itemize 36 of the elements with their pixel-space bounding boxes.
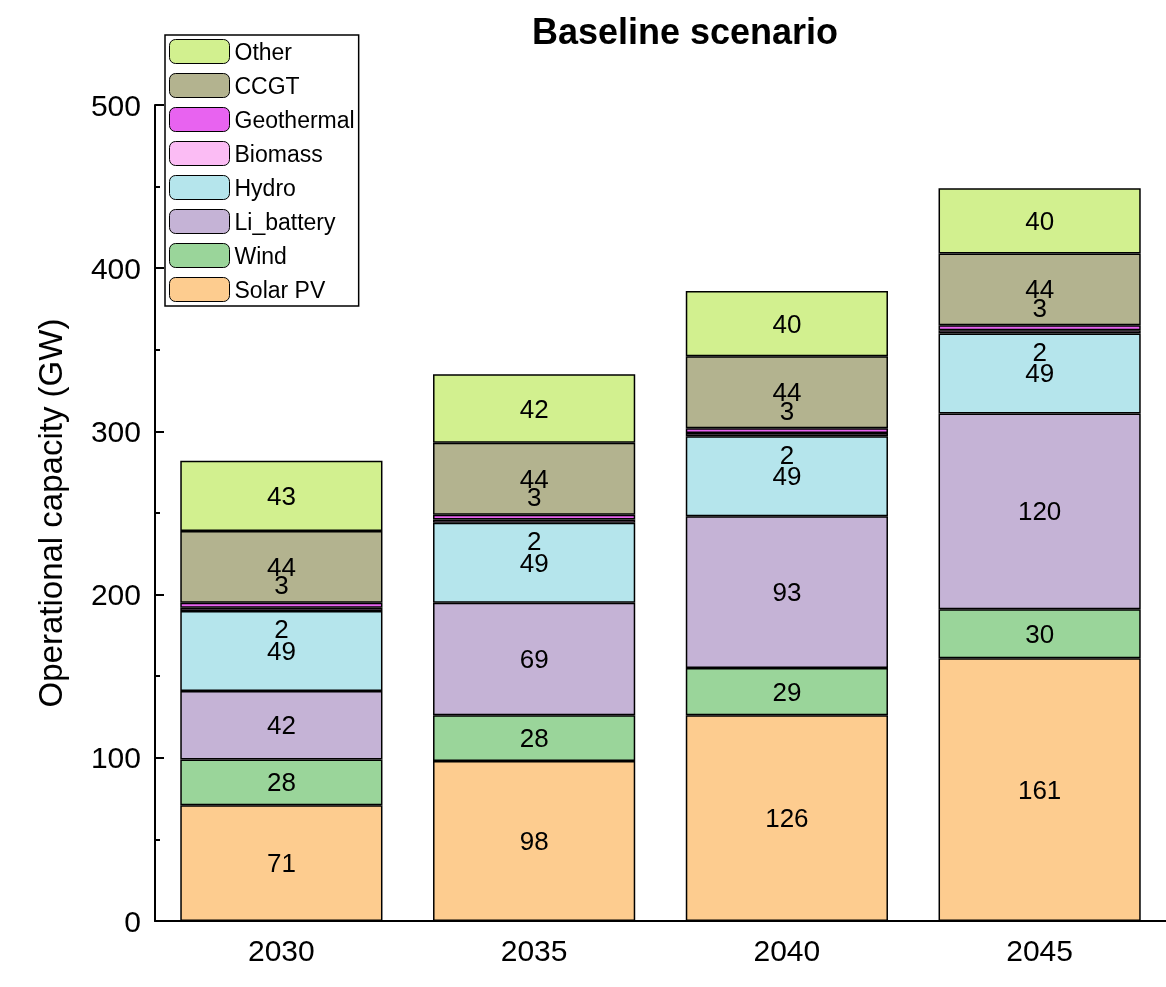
legend-label: Wind (234, 242, 287, 269)
legend-label: Solar PV (234, 276, 326, 303)
y-tick-label: 500 (90, 88, 141, 122)
x-tick-label: 2045 (1006, 933, 1073, 967)
legend-label: Geothermal (234, 106, 355, 133)
data-label: 40 (772, 308, 802, 339)
data-label: 69 (519, 644, 549, 675)
x-tick-label: 2030 (248, 933, 315, 967)
data-label: 28 (266, 767, 296, 798)
chart-title: Baseline scenario (531, 10, 839, 52)
y-axis-title: Operational capacity (GW) (32, 318, 69, 708)
legend-label: Biomass (234, 140, 323, 167)
legend-label: CCGT (234, 72, 300, 99)
y-tick-label: 400 (90, 251, 141, 285)
y-tick-label: 300 (90, 414, 141, 448)
legend-label: Hydro (234, 174, 296, 201)
data-label: 126 (765, 803, 809, 834)
y-tick-label: 100 (90, 741, 141, 775)
data-label: 161 (1017, 774, 1062, 805)
legend-label: Other (234, 38, 293, 65)
data-label: 30 (1025, 618, 1055, 649)
y-tick-label: 200 (90, 578, 141, 612)
data-label: 93 (772, 577, 802, 608)
data-label: 120 (1017, 496, 1062, 527)
data-label: 40 (1025, 205, 1055, 236)
x-tick-label: 2040 (753, 933, 821, 967)
data-label: 43 (266, 480, 296, 511)
y-tick-label: 0 (124, 904, 141, 938)
data-label: 29 (772, 676, 802, 707)
data-label: 28 (519, 723, 549, 754)
data-label: 42 (519, 393, 549, 424)
data-label: 42 (266, 710, 296, 741)
data-label: 71 (266, 848, 296, 879)
legend-label: Li_battery (234, 208, 337, 235)
x-tick-label: 2035 (500, 933, 568, 967)
data-label: 98 (519, 826, 549, 857)
